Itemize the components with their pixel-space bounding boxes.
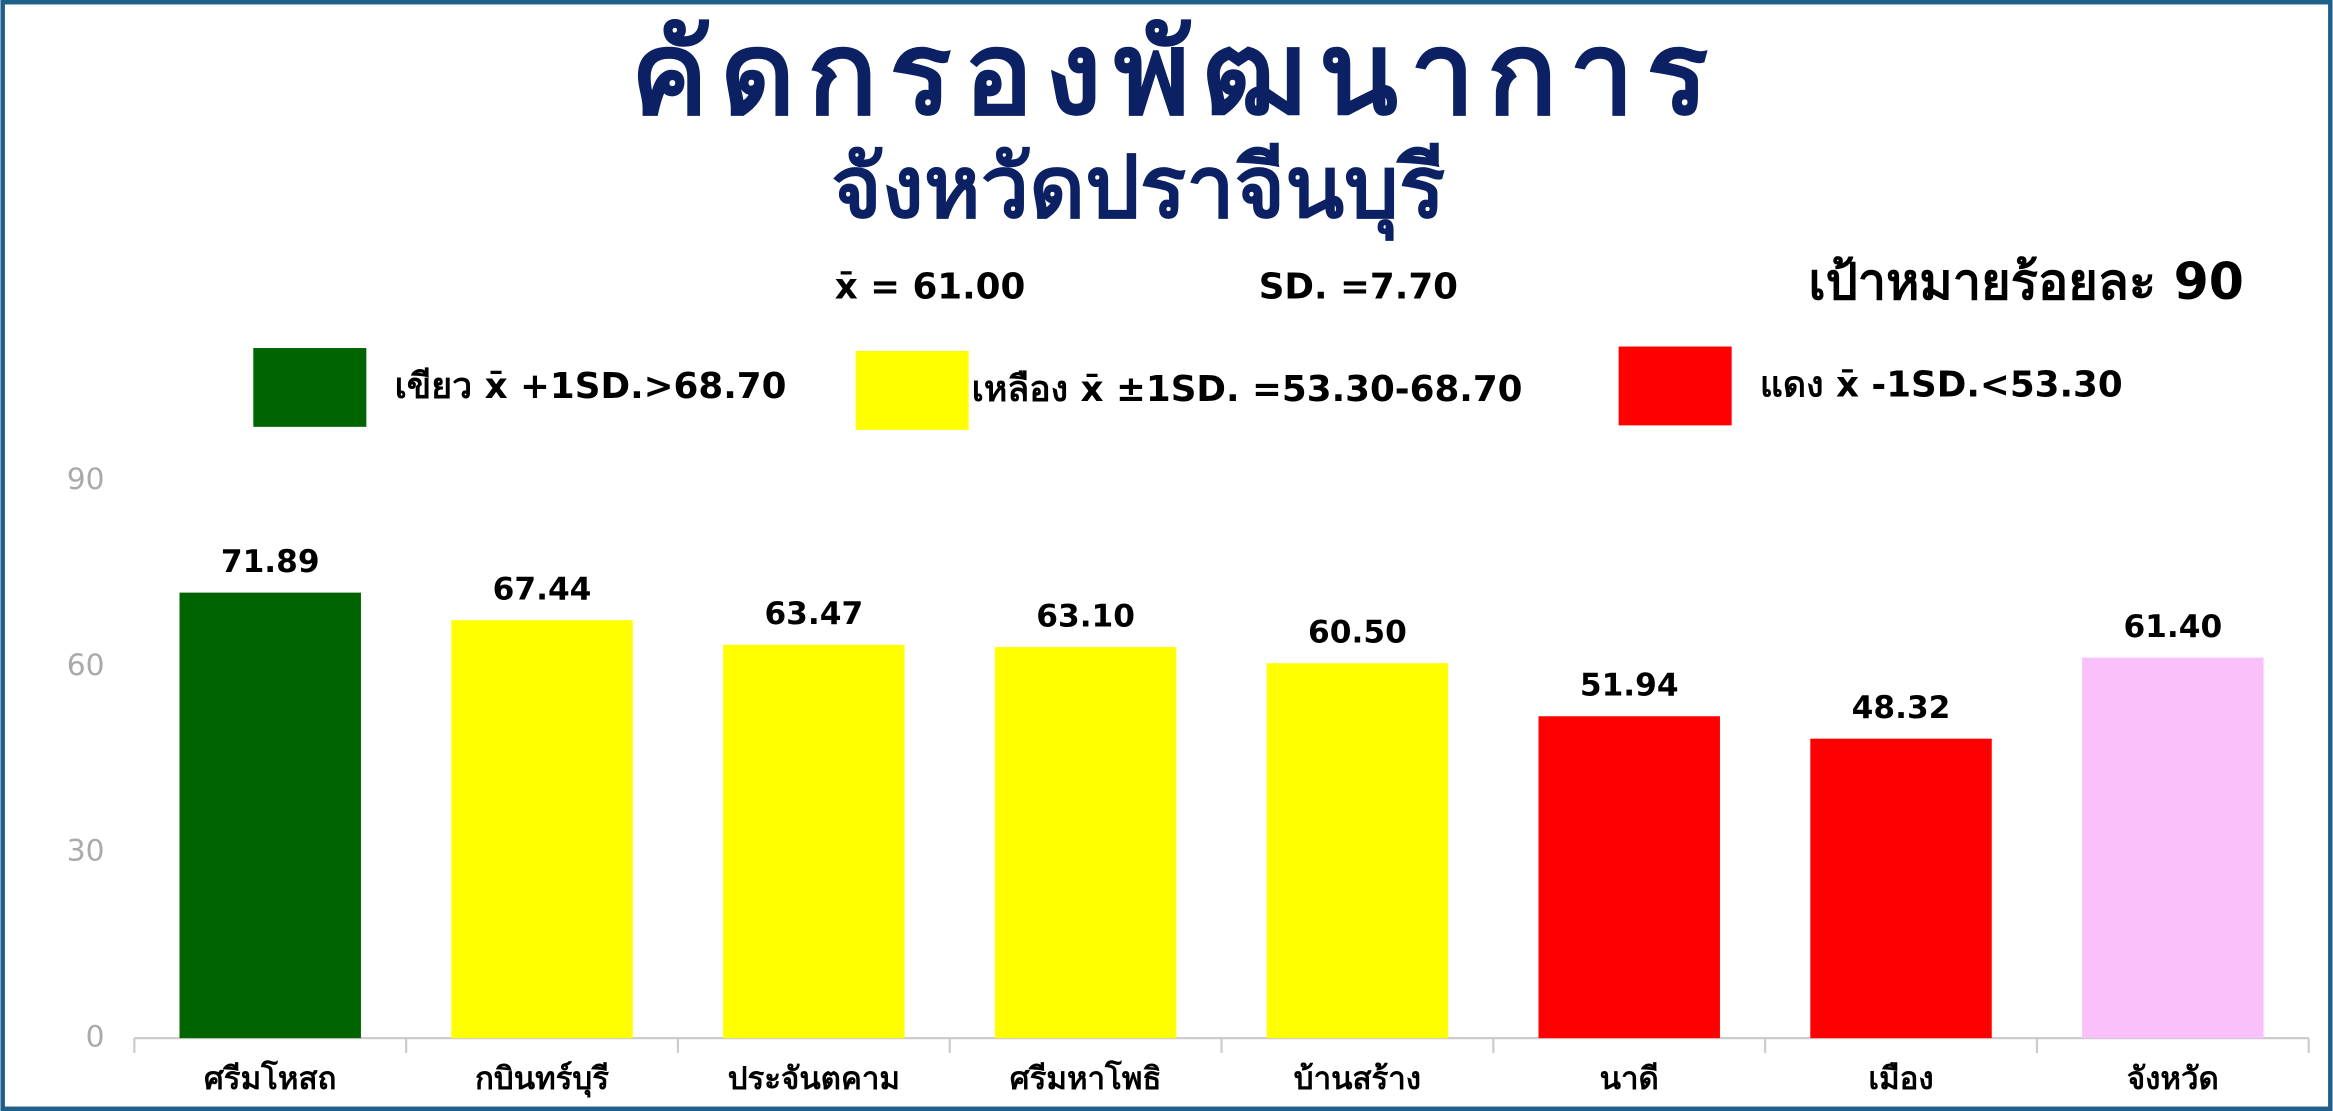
x-tick-label: ประจันตคาม: [728, 1061, 900, 1097]
bar: [179, 592, 361, 1039]
x-tick-label: นาดี: [1600, 1061, 1659, 1097]
y-tick-label: 0: [86, 1020, 105, 1055]
bar: [994, 647, 1177, 1039]
legend-swatch: [253, 348, 367, 427]
legend-label: เขียว x̄ +1SD.>68.70: [395, 366, 787, 407]
bar: [2082, 657, 2264, 1039]
data-label: 71.89: [221, 544, 320, 580]
data-label: 63.10: [1036, 598, 1135, 634]
data-label: 63.47: [764, 596, 863, 632]
bar: [1266, 663, 1449, 1039]
stat-mean: x̄ = 61.00: [835, 267, 1026, 308]
x-tick-label: ศรีมโหสถ: [204, 1059, 336, 1097]
data-label: 48.32: [1852, 690, 1951, 726]
y-tick-label: 30: [67, 834, 105, 869]
bar: [723, 644, 905, 1039]
legend-swatch: [855, 350, 969, 430]
bar: [451, 620, 633, 1039]
legend-label: เหลือง x̄ ±1SD. =53.30-68.70: [972, 369, 1523, 410]
x-tick-label: บ้านสร้าง: [1294, 1061, 1421, 1097]
data-label: 61.40: [2123, 609, 2222, 645]
data-label: 60.50: [1308, 614, 1407, 650]
legend-swatch: [1618, 346, 1732, 426]
y-tick-label: 90: [67, 462, 105, 497]
bar: [1810, 738, 1992, 1039]
data-label: 51.94: [1580, 668, 1679, 704]
target: เป้าหมายร้อยละ 90: [1808, 252, 2244, 311]
x-tick-label: จังหวัด: [2127, 1061, 2219, 1097]
chart-title: คัดกรองพัฒนาการ: [631, 7, 1721, 142]
data-label: 67.44: [493, 571, 592, 607]
x-tick-label: เมือง: [1868, 1061, 1933, 1097]
chart-subtitle: จังหวัดปราจีนบุรี: [831, 138, 1445, 241]
bar: [1538, 716, 1720, 1039]
legend-label: แดง x̄ -1SD.<53.30: [1760, 365, 2123, 406]
stat-sd: SD. =7.70: [1259, 267, 1458, 308]
y-tick-label: 60: [67, 648, 105, 683]
x-tick-label: ศรีมหาโพธิ: [1010, 1059, 1162, 1097]
x-tick-label: กบินทร์บุรี: [475, 1061, 609, 1098]
